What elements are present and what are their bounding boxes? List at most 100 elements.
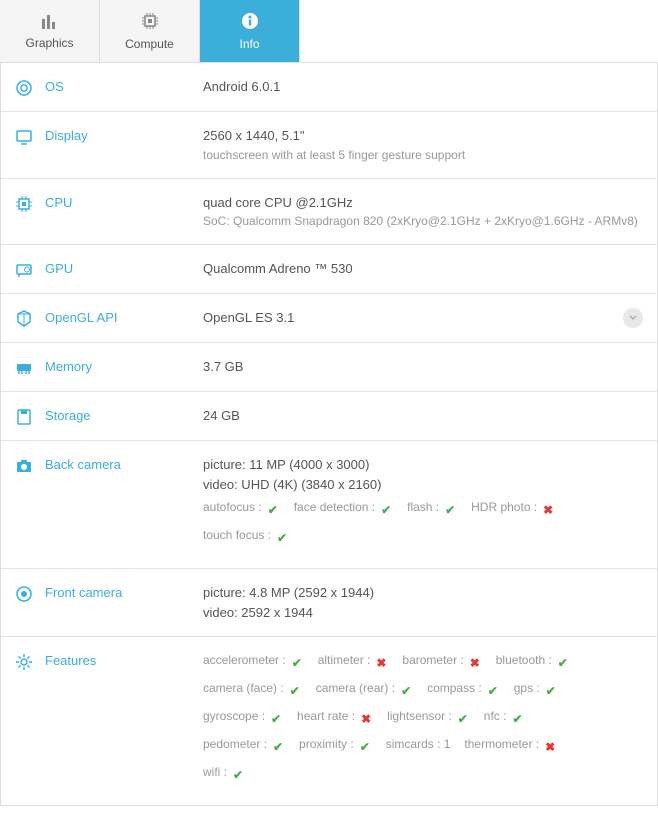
row-label: Front camera (45, 585, 122, 600)
tab-label: Info (239, 37, 259, 51)
row-sub: touchscreen with at least 5 finger gestu… (203, 146, 639, 164)
frontcam-picture: picture: 4.8 MP (2592 x 1944) (203, 583, 639, 603)
os-icon (15, 79, 33, 97)
row-storage: Storage 24 GB (1, 392, 657, 441)
camera-icon (15, 457, 33, 475)
cross-icon (361, 710, 373, 722)
row-value: 24 GB (203, 406, 639, 426)
check-icon (401, 682, 413, 694)
feature-item: altimeter : (318, 651, 389, 669)
gpu-icon (15, 261, 33, 279)
row-gpu: GPU Qualcomm Adreno ™ 530 (1, 245, 657, 294)
row-value: OpenGL ES 3.1 (203, 308, 639, 328)
cross-icon (376, 654, 388, 666)
row-label: CPU (45, 195, 72, 210)
row-value: Android 6.0.1 (203, 77, 639, 97)
feature-item: HDR photo : (471, 498, 555, 516)
row-label: Features (45, 653, 96, 668)
row-memory: Memory 3.7 GB (1, 343, 657, 392)
row-cpu: CPU quad core CPU @2.1GHz SoC: Qualcomm … (1, 179, 657, 246)
tab-label: Compute (125, 37, 174, 51)
tab-label: Graphics (25, 36, 73, 50)
feature-item: proximity : (299, 735, 372, 753)
cpu-icon (15, 195, 33, 213)
tabs: Graphics Compute Info (0, 0, 658, 63)
check-icon (271, 710, 283, 722)
row-label: GPU (45, 261, 73, 276)
row-value: 3.7 GB (203, 357, 639, 377)
feature-item: bluetooth : (496, 651, 570, 669)
expand-button[interactable] (623, 308, 643, 328)
tab-graphics[interactable]: Graphics (0, 0, 100, 62)
chip-icon (141, 12, 159, 33)
row-label: Back camera (45, 457, 121, 472)
feature-item: gps : (514, 679, 558, 697)
features-list: accelerometer : altimeter : barometer : blu… (203, 651, 639, 791)
check-icon (458, 710, 470, 722)
feature-item: flash : (407, 498, 457, 516)
opengl-icon (15, 310, 33, 328)
feature-item: pedometer : (203, 735, 285, 753)
feature-item: gyroscope : (203, 707, 283, 725)
feature-item: touch focus : (203, 526, 289, 544)
feature-item: simcards : 1 (386, 735, 451, 753)
cross-icon (543, 501, 555, 513)
row-label: Display (45, 128, 88, 143)
check-icon (290, 682, 302, 694)
row-back-camera: Back camera picture: 11 MP (4000 x 3000)… (1, 441, 657, 569)
row-value: quad core CPU @2.1GHz (203, 193, 639, 213)
cross-icon (545, 738, 557, 750)
check-icon (360, 738, 372, 750)
check-icon (268, 501, 280, 513)
feature-item: autofocus : (203, 498, 280, 516)
row-sub: SoC: Qualcomm Snapdragon 820 (2xKryo@2.1… (203, 212, 639, 230)
spec-table: OS Android 6.0.1 Display 2560 x 1440, 5.… (0, 63, 658, 806)
frontcam-video: video: 2592 x 1944 (203, 603, 639, 623)
memory-icon (15, 359, 33, 377)
feature-item: camera (rear) : (316, 679, 413, 697)
row-display: Display 2560 x 1440, 5.1" touchscreen wi… (1, 112, 657, 179)
feature-item: camera (face) : (203, 679, 302, 697)
tab-compute[interactable]: Compute (100, 0, 200, 62)
display-icon (15, 128, 33, 146)
row-opengl: OpenGL API OpenGL ES 3.1 (1, 294, 657, 343)
row-value: 2560 x 1440, 5.1" (203, 126, 639, 146)
feature-item: lightsensor : (387, 707, 470, 725)
row-features: Features accelerometer : altimeter : barom… (1, 637, 657, 805)
check-icon (273, 738, 285, 750)
feature-item: accelerometer : (203, 651, 304, 669)
row-value: Qualcomm Adreno ™ 530 (203, 259, 639, 279)
storage-icon (15, 408, 33, 426)
row-label: OpenGL API (45, 310, 118, 325)
check-icon (488, 682, 500, 694)
cross-icon (470, 654, 482, 666)
feature-item: compass : (427, 679, 500, 697)
backcam-picture: picture: 11 MP (4000 x 3000) (203, 455, 639, 475)
check-icon (558, 654, 570, 666)
feature-item: wifi : (203, 763, 245, 781)
feature-item: thermometer : (464, 735, 557, 753)
check-icon (381, 501, 393, 513)
row-label: OS (45, 79, 64, 94)
camera-front-icon (15, 585, 33, 603)
check-icon (546, 682, 558, 694)
info-icon (241, 12, 259, 33)
bar-chart-icon (40, 13, 60, 32)
backcam-video: video: UHD (4K) (3840 x 2160) (203, 475, 639, 495)
feature-item: face detection : (294, 498, 393, 516)
row-os: OS Android 6.0.1 (1, 63, 657, 112)
row-front-camera: Front camera picture: 4.8 MP (2592 x 194… (1, 569, 657, 637)
check-icon (233, 766, 245, 778)
gear-icon (15, 653, 33, 671)
check-icon (445, 501, 457, 513)
row-label: Memory (45, 359, 92, 374)
backcam-features: autofocus : face detection : flash : HDR ph… (203, 498, 639, 554)
check-icon (292, 654, 304, 666)
check-icon (512, 710, 524, 722)
check-icon (277, 529, 289, 541)
tab-info[interactable]: Info (200, 0, 300, 62)
feature-item: heart rate : (297, 707, 373, 725)
feature-item: barometer : (402, 651, 481, 669)
feature-item: nfc : (484, 707, 525, 725)
row-label: Storage (45, 408, 91, 423)
